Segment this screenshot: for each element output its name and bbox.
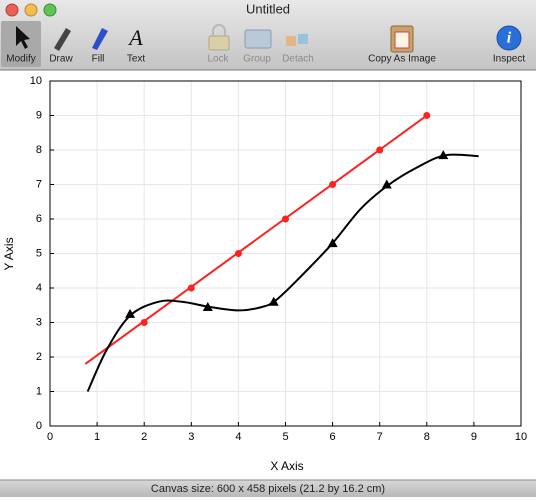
copy-image-paper	[394, 31, 410, 49]
y-tick-label: 6	[36, 213, 42, 225]
data-point	[187, 284, 195, 292]
x-tick-label: 6	[330, 431, 336, 443]
y-tick-label: 10	[30, 75, 42, 87]
data-point	[282, 215, 289, 223]
data-point	[327, 238, 338, 248]
toolbar-label[interactable]: Modify	[6, 54, 35, 65]
selected-tool-bg	[1, 21, 41, 67]
y-tick-label: 0	[36, 420, 42, 432]
x-tick-label: 0	[47, 431, 53, 443]
x-axis-label: X Axis	[270, 459, 303, 473]
inspect-glyph: i	[507, 30, 512, 47]
text-icon[interactable]: A	[127, 25, 143, 50]
modify-icon[interactable]	[16, 26, 30, 49]
toolbar-label: Lock	[207, 54, 229, 65]
y-tick-label: 9	[36, 109, 42, 121]
toolbar-label: Detach	[282, 54, 314, 65]
fill-icon[interactable]	[92, 28, 108, 50]
x-tick-label: 4	[235, 431, 241, 443]
data-curve	[86, 153, 479, 392]
x-tick-label: 2	[141, 431, 147, 443]
window-title: Untitled	[246, 1, 290, 16]
toolbar-label[interactable]: Text	[127, 54, 146, 65]
toolbar-label[interactable]: Copy As Image	[368, 54, 436, 65]
y-tick-label: 2	[36, 351, 42, 363]
minimize-button[interactable]	[24, 3, 38, 17]
data-point	[268, 296, 279, 306]
y-tick-label: 5	[36, 247, 42, 259]
close-button[interactable]	[5, 3, 19, 17]
data-point	[140, 319, 148, 326]
toolbar-label[interactable]: Fill	[92, 54, 105, 65]
x-tick-label: 3	[188, 431, 194, 443]
data-point	[423, 112, 431, 119]
y-tick-label: 1	[36, 385, 42, 397]
canvas	[0, 70, 536, 480]
lock-shackle	[212, 24, 226, 36]
plot-frame	[49, 80, 522, 427]
data-point	[381, 179, 392, 189]
plot: 0 1 2 3 4 5 6 7 8 9 10 0 1 2 3 4 5 6 7 8 9 10	[30, 75, 527, 443]
y-axis-label: Y Axis	[2, 237, 16, 270]
x-tick-label: 5	[282, 431, 288, 443]
status-bar	[0, 480, 536, 497]
toolbar-label: Group	[243, 54, 271, 65]
zoom-button[interactable]	[43, 3, 57, 17]
data-point	[376, 146, 384, 154]
detach-icon	[286, 36, 296, 46]
x-tick-label: 8	[424, 431, 430, 443]
inspect-icon[interactable]	[496, 25, 522, 51]
data-point	[125, 308, 136, 318]
toolbar-label[interactable]: Inspect	[493, 54, 525, 65]
x-tick-label: 10	[515, 431, 527, 443]
y-tick-label: 3	[36, 316, 42, 328]
data-point	[234, 250, 242, 257]
group-icon	[244, 29, 272, 49]
y-tick-label: 7	[36, 178, 42, 190]
x-tick-label: 1	[94, 431, 100, 443]
detach-icon-2	[298, 34, 308, 44]
draw-icon[interactable]	[54, 28, 71, 51]
data-point	[438, 150, 449, 160]
x-tick-label: 9	[471, 431, 477, 443]
y-tick-label: 4	[36, 282, 42, 294]
toolbar-label[interactable]: Draw	[49, 54, 73, 65]
status-text: Canvas size: 600 x 458 pixels (21.2 by 1…	[151, 483, 385, 495]
lock-icon	[208, 35, 230, 51]
data-point	[329, 181, 337, 188]
x-tick-label: 7	[377, 431, 383, 443]
y-tick-label: 8	[36, 144, 42, 156]
data-point	[202, 301, 213, 311]
